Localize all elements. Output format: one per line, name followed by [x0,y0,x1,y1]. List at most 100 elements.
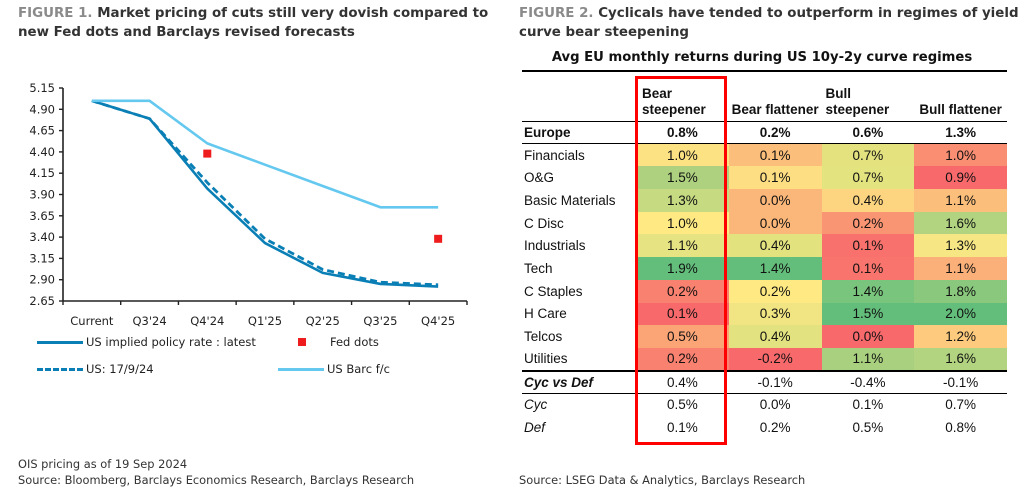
fed-dot-marker [203,149,212,158]
y-tick-label: 5.15 [29,81,55,95]
table-cell: 0.2% [728,121,822,145]
heatmap-cell: 0.5% [636,325,729,348]
figure1-title-text: Market pricing of cuts still very dovish… [18,6,489,40]
table-row-def: Def 0.1% 0.2% 0.5% 0.8% [522,416,1007,439]
table-row-sector: H Care 0.1% 0.3% 1.5% 2.0% [522,302,1007,326]
row-label: H Care [524,306,567,322]
table-row-sector: Basic Materials 1.3% 0.0% 0.4% 1.1% [522,189,1007,212]
heatmap-cell: 0.4% [728,234,822,258]
heatmap-cell: 1.9% [636,257,729,280]
heatmap-cell: -0.2% [728,347,822,371]
y-tick-label: 3.15 [29,251,55,265]
returns-heatmap-table: Bear steepener Bear flattener Bull steep… [522,70,1007,439]
x-tick-label: Q4'25 [421,314,455,328]
legend-label: US Barc f/c [327,362,391,376]
heatmap-cell: 1.0% [636,211,729,235]
heatmap-cell: 1.1% [914,257,1007,280]
column-header-line: steepener [642,101,706,117]
row-label: C Disc [524,215,564,231]
heatmap-cell: 1.1% [636,234,729,258]
heatmap-cell: 0.1% [821,257,915,280]
heatmap-cell: 1.8% [914,279,1007,303]
column-header-line: Bear [642,85,673,101]
heatmap-cell: 0.1% [636,302,729,326]
table-cell: 0.5% [666,397,698,413]
heatmap-cell: 1.3% [914,234,1007,258]
column-header-bull-flattener: Bull flattener [914,71,1007,121]
heatmap-cell: 2.0% [914,302,1007,326]
figure2-title-text: Cyclicals have tended to outperform in r… [519,6,1019,40]
heatmap-cell: 0.1% [728,143,822,167]
legend-item-latest: US implied policy rate : latest [37,335,256,349]
table-cell: 0.6% [821,121,915,145]
column-header-line: steepener [825,101,890,117]
heatmap-cell: 0.4% [821,189,915,212]
x-tick-label: Q2'25 [306,314,340,328]
column-header-bull-steepener: Bull steepener [822,71,915,121]
table-row-europe: Europe 0.8% 0.2% 0.6% 1.3% [522,121,1007,145]
table-row-sector: Financials 1.0% 0.1% 0.7% 1.0% [522,143,1007,167]
heatmap-cell: 0.1% [821,234,915,258]
table-row-cyc: Cyc 0.5% 0.0% 0.1% 0.7% [522,393,1007,416]
row-label: Tech [524,260,553,276]
y-tick-label: 4.15 [29,166,55,180]
heatmap-cell: 0.2% [821,211,915,235]
x-tick-label: Current [70,314,114,328]
y-tick-label: 2.90 [29,273,55,287]
x-tick-label: Q4'24 [190,314,224,328]
row-label: Cyc [524,397,548,413]
heatmap-cell: 0.9% [914,166,1007,190]
table-body: Europe 0.8% 0.2% 0.6% 1.3% Financials 1.0… [522,121,1007,371]
table-cell: 0.1% [852,397,884,413]
heatmap-cell: 1.4% [728,257,822,280]
y-tick-label: 3.90 [29,188,55,202]
x-tick-label: Q3'25 [363,314,397,328]
heatmap-cell: 0.0% [728,211,822,235]
table-row-sector: Tech 1.9% 1.4% 0.1% 1.1% [522,257,1007,280]
table-row-sector: O&G 1.5% 0.1% 0.7% 0.9% [522,166,1007,190]
figure2-label: FIGURE 2. [519,6,594,21]
heatmap-cell: 0.2% [728,279,822,303]
row-label: Europe [522,121,636,145]
legend-label: US: 17/9/24 [86,362,154,376]
table-summary: Cyc vs Def 0.4% -0.1% -0.4% -0.1% Cyc 0.… [522,369,1007,439]
heatmap-cell: 0.0% [728,189,822,212]
figure2-title: FIGURE 2. Cyclicals have tended to outpe… [519,4,1019,42]
table-row-sector: Telcos 0.5% 0.4% 0.0% 1.2% [522,325,1007,348]
heatmap-cell: 0.3% [728,302,822,326]
table-row-sector: Utilities 0.2% -0.2% 1.1% 1.6% [522,347,1007,371]
legend-swatch-solid-line [37,340,83,344]
table-cell: 0.2% [759,419,791,435]
table-cell: 0.5% [852,419,884,435]
heatmap-cell: 0.2% [636,347,729,371]
legend-label: US implied policy rate : latest [86,335,256,349]
legend-label: Fed dots [330,335,379,349]
table-header-row: Bear steepener Bear flattener Bull steep… [522,71,1007,121]
heatmap-cell: 1.2% [914,325,1007,348]
legend-item-fed-dots: Fed dots [298,335,379,349]
table-row-cyc-vs-def: Cyc vs Def 0.4% -0.1% -0.4% -0.1% [522,369,1007,394]
figure1-source: Source: Bloomberg, Barclays Economics Re… [18,473,415,487]
table-cell: 0.4% [636,369,729,394]
y-tick-label: 3.40 [29,230,55,244]
table-cell: -0.1% [914,369,1007,394]
figure1-title: FIGURE 1. Market pricing of cuts still v… [18,4,508,42]
table-cell: 0.8% [636,121,729,145]
y-tick-label: 4.40 [29,145,55,159]
heatmap-cell: 1.4% [821,279,915,303]
series-us-implied-policy-rate-latest-line [91,99,439,288]
heatmap-cell: 1.5% [636,166,729,190]
legend-item-barc-fc: US Barc f/c [278,362,390,376]
heatmap-cell: 1.5% [821,302,915,326]
column-header-line: Bull [825,85,852,101]
legend-item-17-9-24: US: 17/9/24 [37,362,154,376]
heatmap-cell: 1.1% [914,189,1007,212]
heatmap-cell: 1.3% [636,189,729,212]
column-header-bear-flattener: Bear flattener [729,71,822,121]
row-label: Utilities [524,351,568,367]
heatmap-cell: 0.7% [821,143,915,167]
column-header-bear-steepener: Bear steepener [636,71,729,121]
table-cell: 0.0% [759,397,791,413]
heatmap-cell: 1.6% [914,347,1007,371]
row-label: Def [524,419,546,435]
